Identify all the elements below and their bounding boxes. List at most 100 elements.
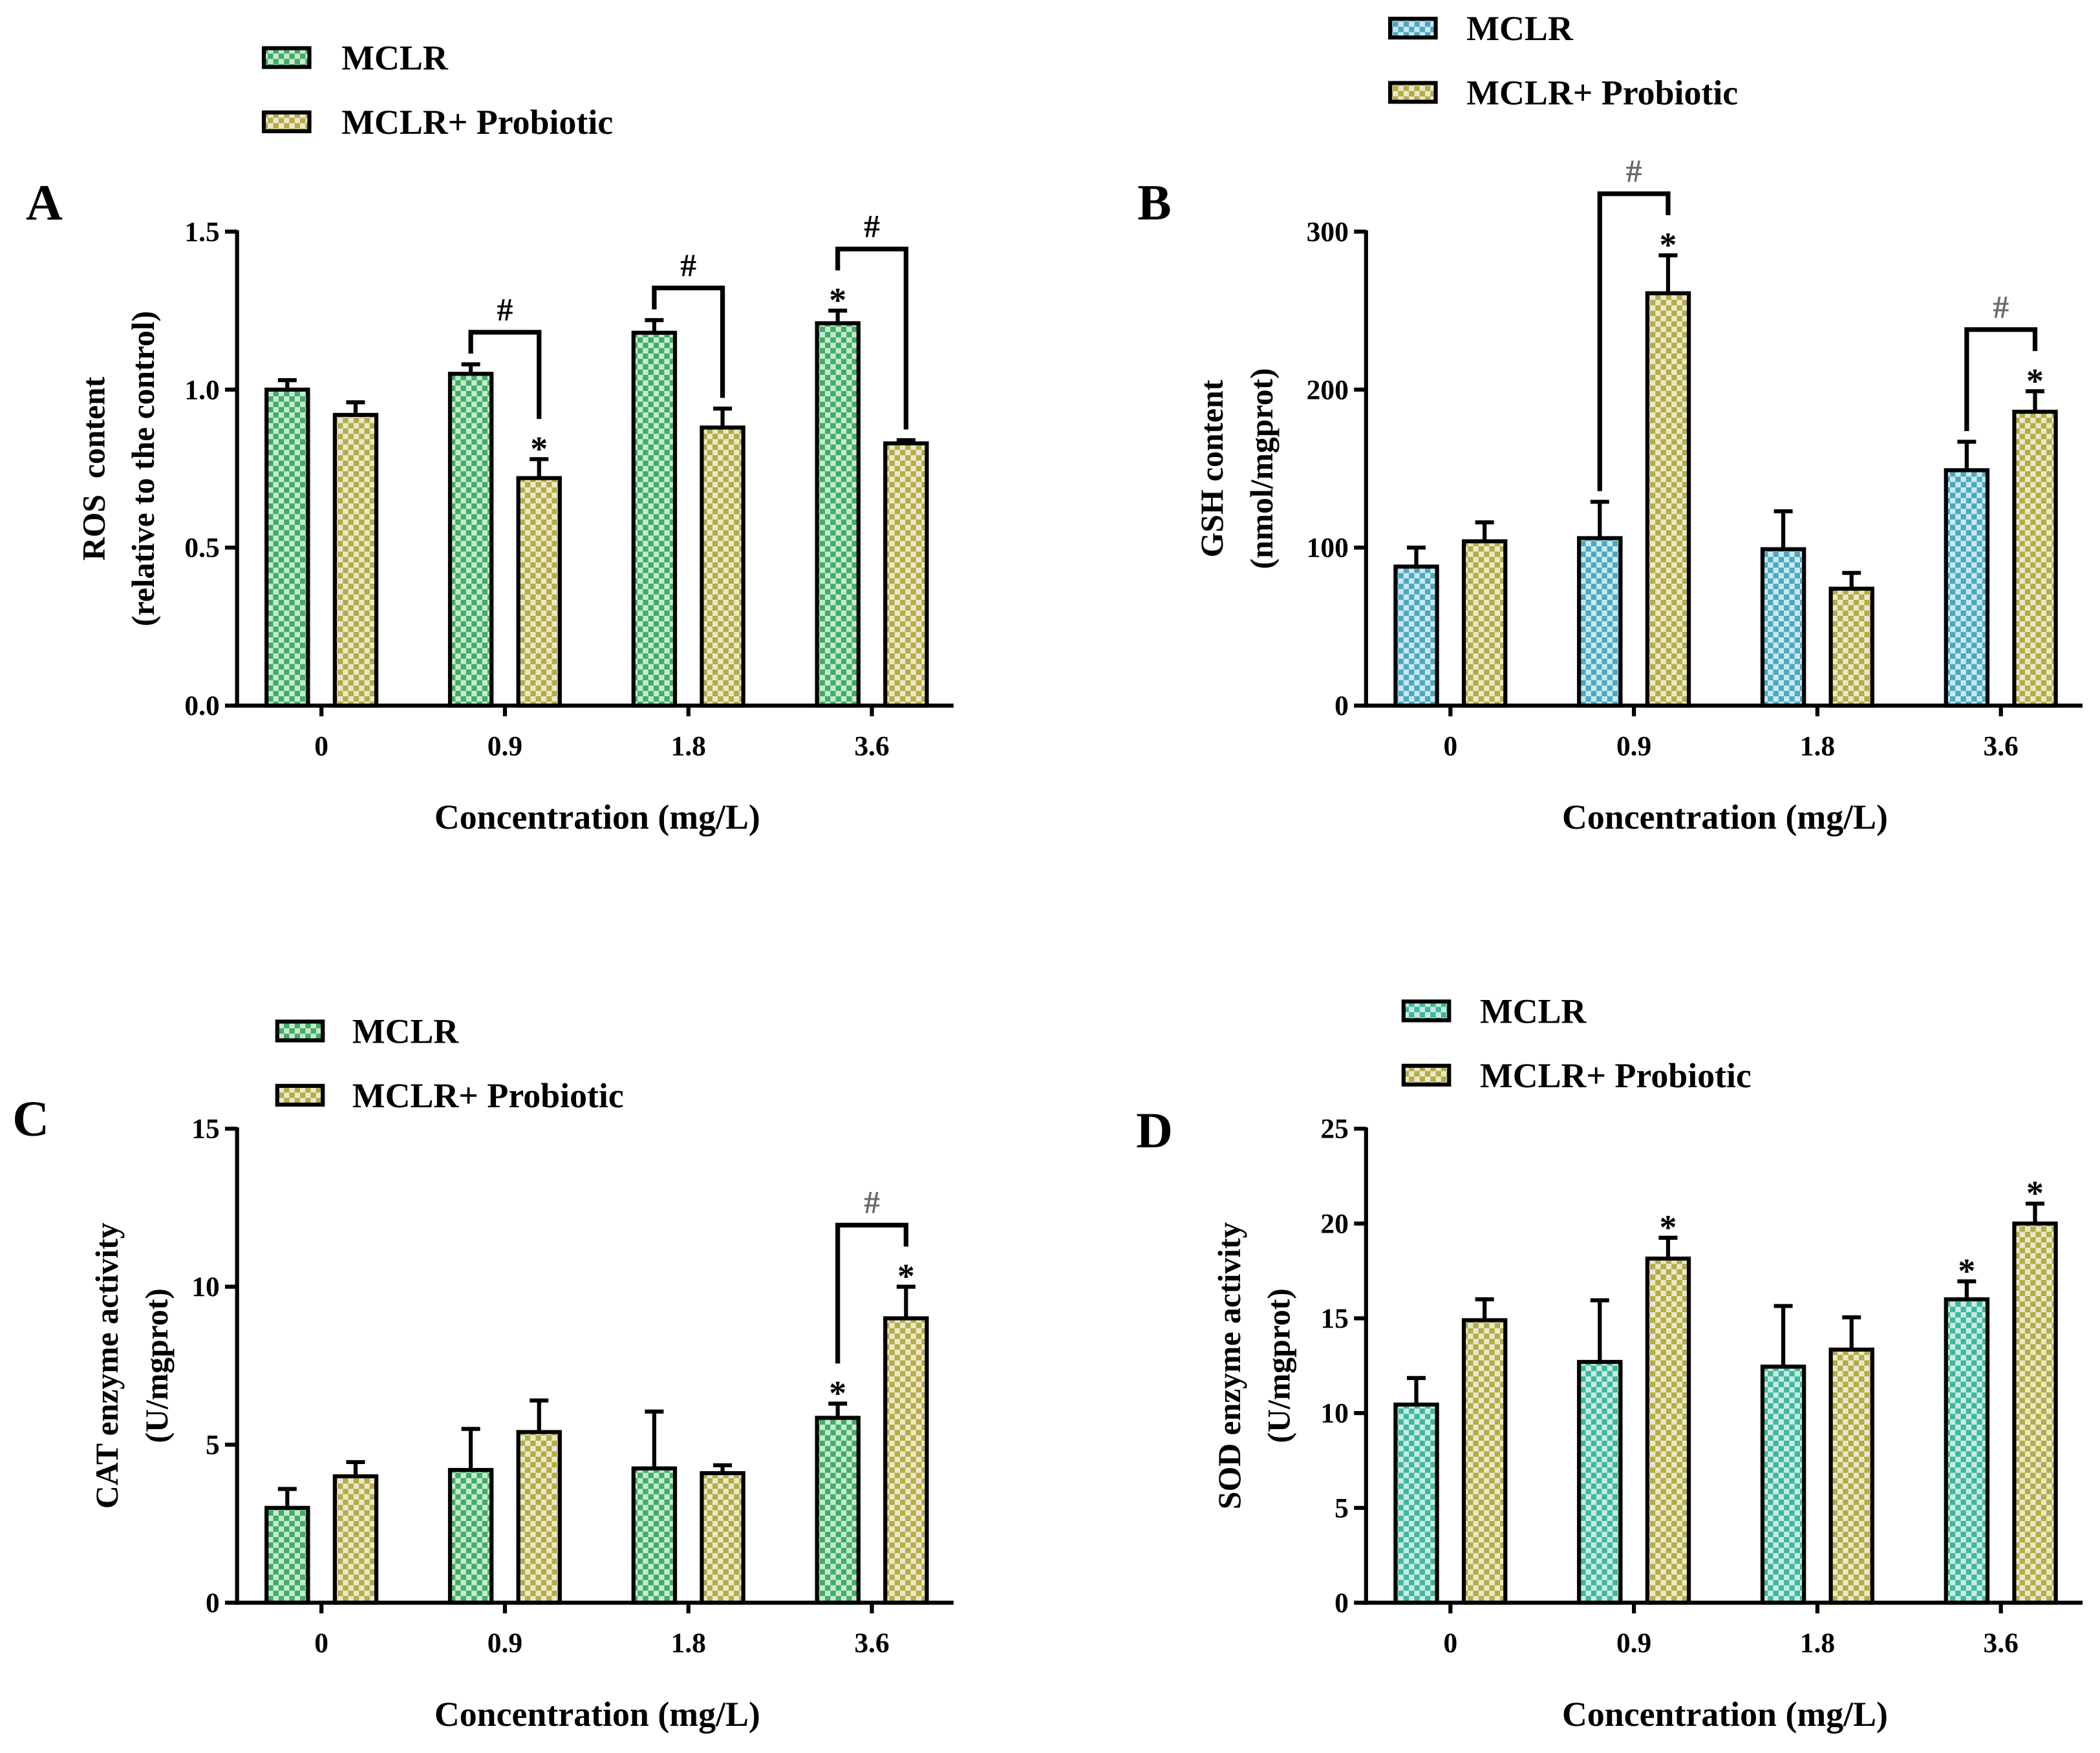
y-tick-label: 15 <box>191 1114 219 1145</box>
significance-asterisk: * <box>1958 1251 1975 1290</box>
x-tick-label: 0.9 <box>1616 730 1651 761</box>
bar-mclr-probiotic-3 <box>883 1316 929 1605</box>
bar-mclr-1 <box>1577 536 1623 708</box>
panel-a: A MCLR MCLR+ Probiotic * * # # #0.0 0.5 1.0 1.5 ROS… <box>26 39 954 836</box>
legend: MCLR MCLR+ Probiotic <box>275 1012 624 1115</box>
bar-mclr-2 <box>631 330 678 708</box>
bar-mclr-3 <box>815 321 861 708</box>
y-tick-label: 0 <box>1334 690 1349 721</box>
bar-mclr-probiotic-3 <box>2012 1221 2058 1605</box>
y-tick-label: 20 <box>1320 1208 1348 1239</box>
bar-mclr-probiotic-2 <box>1828 586 1874 708</box>
legend-label: MCLR <box>341 39 449 78</box>
bar-mclr-3 <box>815 1416 861 1605</box>
x-tick-label: 1.8 <box>1800 730 1835 761</box>
legend-swatch <box>1388 16 1438 40</box>
series-mclr: * <box>1393 1251 1990 1605</box>
y-tick-label: 100 <box>1307 533 1349 564</box>
y-axis-label: GSH content <box>1194 379 1230 557</box>
x-tick-label: 3.6 <box>854 1628 889 1659</box>
x-tick-label: 1.8 <box>671 1628 706 1659</box>
y-tick-label: 5 <box>1334 1493 1349 1524</box>
x-axis: 0 0.9 1.8 3.6 Concentration (mg/L) <box>1364 703 2083 836</box>
legend-swatch <box>261 46 312 69</box>
y-axis-label: SOD enzyme activity <box>1212 1222 1247 1509</box>
bar-mclr-2 <box>1760 1365 1806 1605</box>
x-tick-label: 0.9 <box>1616 1628 1651 1659</box>
x-axis-label: Concentration (mg/L) <box>1562 1695 1888 1734</box>
x-tick-label: 1.8 <box>1800 1628 1835 1659</box>
significance-asterisk: * <box>829 1374 846 1413</box>
y-axis: 0 100 200 300 GSH content (nmol/mgprot) <box>1194 217 1368 721</box>
bar-mclr-1 <box>447 1468 494 1605</box>
comparison-label: # <box>864 209 880 244</box>
y-tick-label: 10 <box>191 1271 219 1302</box>
panel-label: C <box>12 1091 49 1147</box>
legend-label: MCLR+ Probiotic <box>1466 74 1738 112</box>
y-axis: 0 5 10 15 20 25 SOD enzyme activity (U/mgprot) <box>1212 1114 1368 1619</box>
comparison-bracket-3: # <box>1964 289 2038 431</box>
y-axis: 0 5 10 15 CAT enzyme activity (U/mgprot) <box>89 1114 239 1619</box>
bar-mclr-1 <box>447 372 494 708</box>
y-axis: 0.0 0.5 1.0 1.5 ROS content (relative to the … <box>76 217 239 721</box>
y-axis-label: ROS content <box>76 376 112 560</box>
x-tick-label: 0.9 <box>488 730 522 761</box>
y-tick-label: 1.0 <box>184 374 219 405</box>
legend-item-mclr-probiotic: MCLR+ Probiotic <box>1401 1056 1752 1095</box>
y-tick-label: 0 <box>1334 1588 1349 1619</box>
bar-mclr-probiotic-0 <box>332 412 379 708</box>
bar-mclr-3 <box>1944 1297 1990 1605</box>
series-mclr-probiotic: ** <box>1461 226 2058 708</box>
y-axis-label: (U/mgprot) <box>139 1288 175 1443</box>
legend-swatch <box>261 110 312 134</box>
bar-mclr-probiotic-0 <box>332 1474 379 1605</box>
x-tick-label: 0 <box>1443 730 1457 761</box>
x-axis: 0 0.9 1.8 3.6 Concentration (mg/L) <box>235 1600 954 1734</box>
legend-swatch <box>1401 1063 1452 1087</box>
bar-mclr-2 <box>631 1466 678 1605</box>
y-tick-label: 0 <box>206 1588 220 1619</box>
y-axis-label: (relative to the control) <box>125 311 161 626</box>
legend-label: MCLR <box>1480 992 1587 1031</box>
legend-label: MCLR+ Probiotic <box>352 1076 624 1115</box>
comparison-label: # <box>864 1185 880 1220</box>
y-tick-label: 0.5 <box>184 533 219 564</box>
x-tick-label: 3.6 <box>854 730 889 761</box>
x-tick-label: 3.6 <box>1984 730 2019 761</box>
significance-asterisk: * <box>1659 1208 1677 1247</box>
legend-item-mclr-probiotic: MCLR+ Probiotic <box>1388 74 1738 112</box>
legend-label: MCLR+ Probiotic <box>341 103 613 142</box>
y-tick-label: 5 <box>206 1430 220 1461</box>
x-axis-label: Concentration (mg/L) <box>434 1695 760 1734</box>
bar-mclr-0 <box>1393 564 1439 708</box>
bar-mclr-1 <box>1577 1359 1623 1605</box>
bar-mclr-probiotic-1 <box>1645 1256 1691 1605</box>
significance-asterisk: * <box>1659 226 1677 264</box>
y-tick-label: 0.0 <box>184 690 219 721</box>
significance-asterisk: * <box>2026 361 2044 400</box>
bracket-line <box>835 246 908 430</box>
comparison-bracket-3: # <box>835 209 908 430</box>
comparison-bracket-3: # <box>835 1185 908 1364</box>
bar-mclr-probiotic-2 <box>700 1471 745 1605</box>
bar-mclr-probiotic-0 <box>1461 1318 1508 1605</box>
significance-asterisk: * <box>897 1257 915 1296</box>
y-tick-label: 200 <box>1307 374 1349 405</box>
legend-swatch <box>275 1019 325 1043</box>
panel-c: C MCLR MCLR+ Probiotic * * #0 5 10 15 CAT enzyme … <box>12 1012 954 1734</box>
panel-label: B <box>1137 175 1172 231</box>
bar-mclr-probiotic-3 <box>883 441 929 708</box>
comparison-bracket-1: # <box>468 292 542 420</box>
bracket-line <box>835 1222 908 1364</box>
y-tick-label: 25 <box>1320 1114 1348 1145</box>
series-mclr <box>1393 440 1990 708</box>
significance-asterisk: * <box>530 429 548 468</box>
comparison-bracket-2: # <box>652 248 725 398</box>
series-mclr: * <box>264 1374 861 1605</box>
comparison-bracket-1: # <box>1597 153 1671 491</box>
bracket-line <box>1597 191 1671 491</box>
comparison-label: # <box>1993 289 2009 324</box>
legend: MCLR MCLR+ Probiotic <box>1388 9 1738 112</box>
